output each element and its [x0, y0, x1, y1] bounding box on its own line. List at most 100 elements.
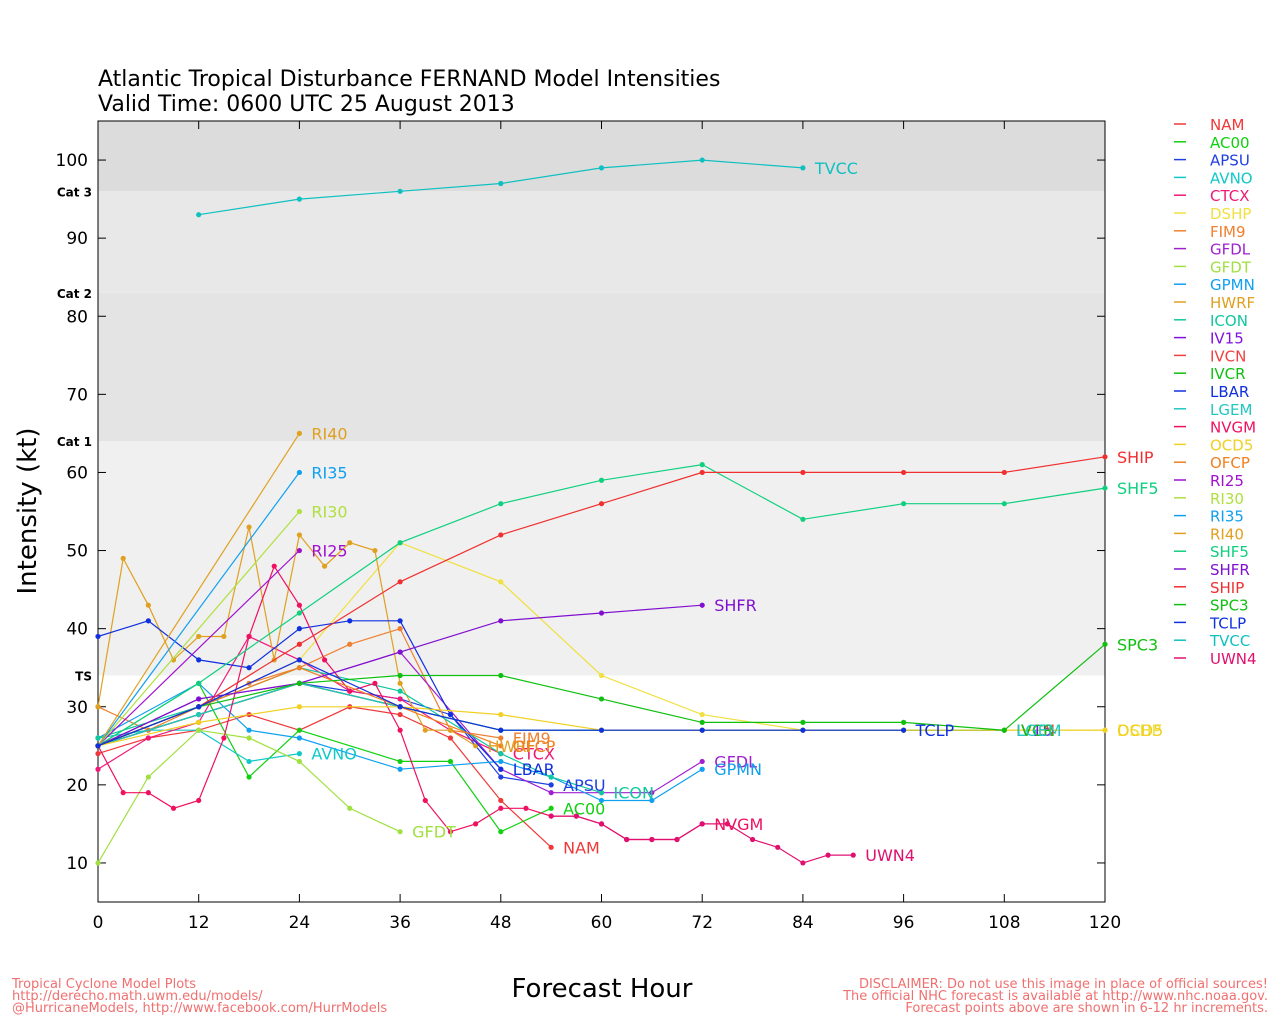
series-point — [447, 727, 454, 733]
legend-label: DSHP — [1210, 205, 1251, 223]
legend-label: HWRF — [1210, 294, 1255, 312]
legend-label: GPMN — [1210, 276, 1255, 294]
series-point — [95, 633, 101, 640]
x-tick-label: 0 — [93, 913, 104, 933]
y-tick-label: 50 — [66, 542, 88, 562]
legend-label: RI35 — [1210, 508, 1244, 526]
series-point — [699, 758, 705, 765]
series-end-label: NVGM — [714, 815, 763, 834]
series-end-label: LBAR — [513, 760, 555, 779]
series-point — [498, 766, 504, 772]
series-point — [145, 774, 151, 780]
legend-label: SPC3 — [1210, 597, 1249, 615]
series-point — [95, 766, 101, 772]
series-point — [397, 758, 403, 765]
legend-entry: IVCN — [1174, 347, 1246, 365]
series-point — [145, 735, 151, 741]
series-point — [397, 680, 403, 686]
series-point — [699, 821, 705, 827]
series-point — [825, 852, 831, 858]
series-point — [498, 735, 504, 741]
series-point — [699, 766, 705, 772]
series-point — [296, 602, 302, 608]
category-label: Cat 1 — [57, 435, 92, 449]
series-point — [548, 774, 554, 780]
series-point — [800, 860, 806, 866]
series-point — [246, 735, 252, 741]
legend-label: GFDL — [1210, 241, 1251, 259]
series-point — [422, 727, 428, 733]
legend-entry: SHF5 — [1174, 543, 1249, 561]
series-end-label: GPMN — [714, 760, 762, 779]
series-point — [196, 704, 202, 710]
series-point — [347, 641, 353, 647]
series-point — [397, 579, 403, 585]
series-hwrf — [95, 524, 479, 749]
series-point — [296, 657, 302, 663]
legend-entry: UWN4 — [1174, 650, 1257, 668]
series-point — [196, 696, 202, 702]
series-end-label: AC00 — [563, 799, 605, 818]
series-gfdt — [95, 727, 403, 866]
series-point — [296, 641, 302, 647]
series-point — [598, 501, 605, 507]
series-end-label: RI40 — [311, 424, 347, 443]
series-uwn4 — [548, 813, 856, 866]
category-bands — [98, 121, 1105, 676]
legend-entry: RI30 — [1174, 490, 1244, 508]
y-tick-label: 70 — [66, 385, 88, 405]
series-point — [1001, 727, 1007, 733]
legend-entry: IVCR — [1174, 365, 1246, 383]
series-point — [800, 516, 806, 522]
legend-entry: OFCP — [1174, 454, 1250, 472]
category-label: Cat 2 — [57, 287, 92, 301]
series-point — [397, 696, 403, 702]
series-point — [548, 790, 554, 796]
series-point — [296, 665, 302, 671]
legend-label: RI40 — [1210, 525, 1244, 543]
series-point — [498, 532, 504, 538]
series-end-label: DSHP — [1117, 721, 1162, 740]
chart-title: Atlantic Tropical Disturbance FERNAND Mo… — [98, 67, 720, 92]
series-end-label: CTCX — [513, 745, 555, 764]
x-tick-label: 36 — [389, 913, 411, 933]
y-tick-label: 90 — [66, 229, 88, 249]
band-3 — [98, 441, 1105, 676]
series-point — [246, 774, 252, 780]
legend-entry: NAM — [1174, 116, 1244, 134]
series-point — [598, 610, 605, 616]
series-shf5 — [95, 462, 1108, 749]
series-line — [97, 550, 300, 747]
series-point — [699, 727, 705, 733]
series-point — [347, 688, 353, 694]
series-point — [1001, 469, 1007, 476]
series-point — [598, 790, 605, 796]
series-point — [800, 727, 806, 733]
series-point — [598, 165, 605, 171]
series-point — [800, 469, 806, 476]
series-point — [699, 602, 705, 608]
legend-entry: SPC3 — [1174, 597, 1249, 615]
series-point — [271, 563, 277, 569]
series-end-label: GFDT — [412, 823, 456, 842]
series-point — [397, 188, 403, 194]
series-point — [347, 805, 353, 811]
series-end-label: AVNO — [311, 745, 356, 764]
legend-entry: GFDL — [1174, 241, 1251, 259]
series-point — [296, 532, 302, 538]
series-point — [196, 719, 202, 725]
series-line — [97, 433, 300, 747]
series-point — [699, 157, 705, 163]
series-point — [221, 735, 227, 741]
series-point — [498, 711, 504, 718]
series-point — [447, 711, 454, 718]
series-point — [196, 711, 202, 718]
series-point — [901, 501, 907, 507]
series-point — [498, 672, 504, 679]
series-point — [901, 727, 907, 733]
y-tick-label: 10 — [66, 854, 88, 874]
legend-entry: FIM9 — [1174, 223, 1246, 241]
series-point — [372, 547, 378, 554]
series-line — [97, 472, 300, 747]
